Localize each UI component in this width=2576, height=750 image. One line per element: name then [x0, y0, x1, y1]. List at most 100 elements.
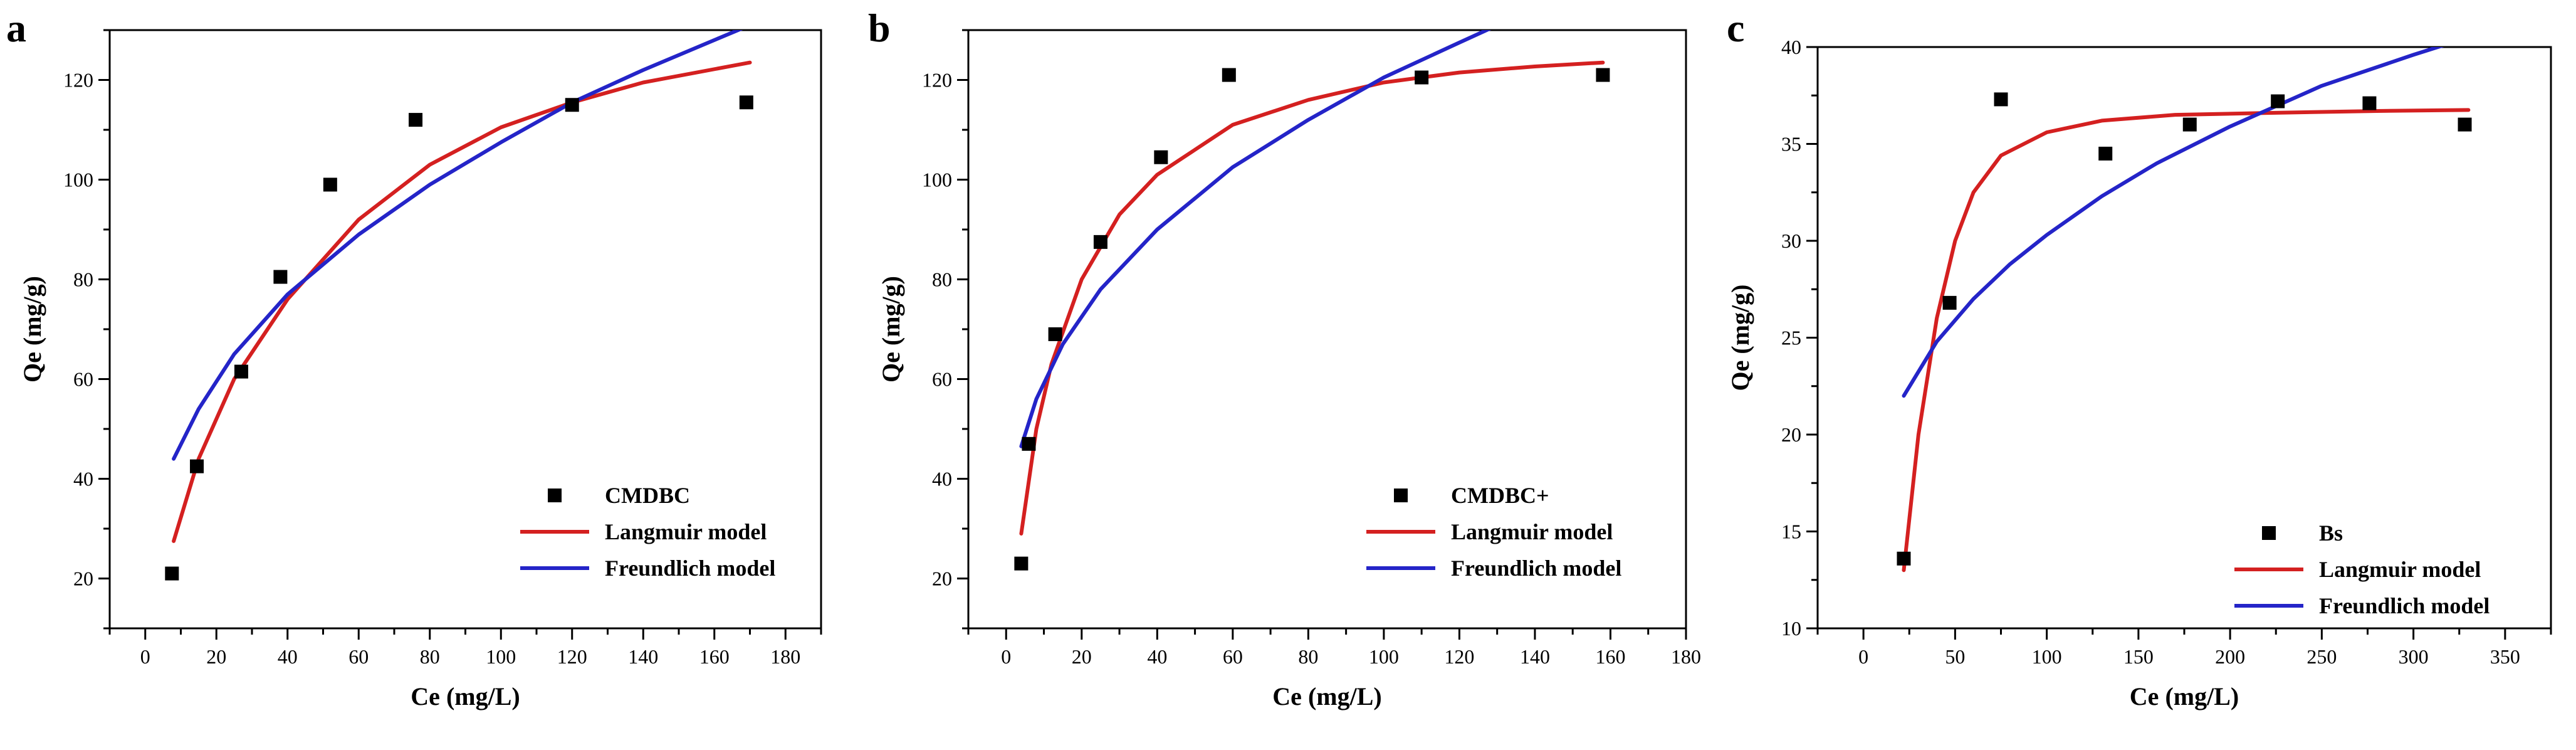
x-tick-label: 120 [557, 645, 587, 668]
plot-frame [1816, 46, 2552, 630]
legend: Bs Langmuir model Freundlich model [2234, 520, 2490, 618]
chart-panel-a: 0 20 40 60 80 100 120 140 160 180 20 40 60 80 100 120 Ce… [6, 6, 822, 710]
data-point [1897, 551, 1911, 566]
data-point [1014, 556, 1029, 571]
x-tick-label: 40 [278, 645, 298, 668]
x-tick-label: 100 [2032, 645, 2062, 668]
y-tick-label: 60 [932, 368, 952, 391]
x-tick-label: 160 [1595, 645, 1625, 668]
legend-marker-points [1394, 489, 1408, 502]
data-point [2182, 117, 2197, 132]
data-point [1048, 327, 1062, 341]
y-tick-label: 10 [1781, 617, 1801, 640]
panel-label: a [6, 6, 26, 50]
chart-panel-b: 0 20 40 60 80 100 120 140 160 180 20 40 60 80 100 120 Ce… [868, 6, 1701, 710]
legend-label: Langmuir model [605, 519, 767, 544]
legend-label: CMDBC+ [1451, 483, 1549, 508]
legend-label: Freundlich model [1451, 556, 1621, 581]
x-tick-label: 140 [1520, 645, 1550, 668]
legend-label: Langmuir model [2319, 557, 2481, 582]
x-tick-label: 250 [2306, 645, 2337, 668]
x-tick-label: 20 [206, 645, 226, 668]
y-tick-label: 120 [922, 69, 952, 92]
x-tick-label: 50 [1945, 645, 1965, 668]
y-tick-label: 80 [73, 268, 93, 291]
x-tick-label: 120 [1444, 645, 1474, 668]
data-point [1022, 436, 1036, 451]
x-axis-title: Ce (mg/L) [411, 682, 520, 710]
y-tick-label: 20 [73, 568, 93, 590]
data-point [2458, 117, 2472, 132]
legend-label: Langmuir model [1451, 519, 1613, 544]
data-point [1596, 68, 1610, 82]
data-point [1222, 68, 1236, 82]
x-tick-label: 0 [1858, 645, 1868, 668]
x-tick-label: 300 [2399, 645, 2429, 668]
x-tick-label: 150 [2123, 645, 2154, 668]
x-tick-label: 80 [1298, 645, 1318, 668]
y-tick-label: 30 [1781, 230, 1801, 252]
panel-label: b [868, 6, 891, 50]
data-point [190, 459, 204, 473]
data-point [409, 113, 423, 127]
y-tick-label: 40 [932, 468, 952, 490]
legend-label: Freundlich model [2319, 593, 2490, 618]
panel-label: c [1727, 6, 1744, 50]
y-tick-label: 100 [922, 169, 952, 191]
x-tick-label: 100 [1369, 645, 1399, 668]
x-tick-label: 200 [2215, 645, 2245, 668]
langmuir-curve [1019, 60, 1605, 536]
x-tick-label: 40 [1147, 645, 1167, 668]
chart-panel-c: 0 50 100 150 200 250 300 350 10 15 20 25 30 35 40 Ce (m… [1726, 6, 2552, 710]
y-tick-label: 20 [1781, 423, 1801, 446]
legend-label: Freundlich model [605, 556, 775, 581]
langmuir-curve [1902, 108, 2471, 573]
data-point [2271, 94, 2285, 108]
y-tick-label: 15 [1781, 520, 1801, 543]
y-tick-label: 40 [1781, 36, 1801, 58]
y-tick-label: 60 [73, 368, 93, 391]
legend-label: Bs [2319, 520, 2343, 546]
freundlich-curve [1019, 30, 1492, 448]
x-tick-label: 80 [420, 645, 440, 668]
legend-label: CMDBC [605, 483, 690, 508]
y-tick-label: 35 [1781, 133, 1801, 156]
data-point [1093, 235, 1107, 249]
langmuir-curve [172, 60, 752, 543]
x-tick-label: 140 [628, 645, 658, 668]
data-point [2098, 146, 2113, 161]
x-tick-label: 180 [1671, 645, 1701, 668]
y-axis-title: Qe (mg/g) [1726, 285, 1754, 391]
legend: CMDBC Langmuir model Freundlich model [520, 483, 775, 581]
y-tick-label: 40 [73, 468, 93, 490]
x-tick-label: 0 [1001, 645, 1011, 668]
y-axis-title: Qe (mg/g) [877, 276, 905, 383]
data-point [1415, 70, 1429, 85]
y-tick-label: 120 [63, 69, 93, 92]
x-tick-label: 100 [486, 645, 516, 668]
data-point [273, 270, 288, 284]
x-tick-label: 180 [770, 645, 800, 668]
freundlich-curve [1902, 47, 2444, 398]
data-point [565, 98, 579, 112]
legend-marker-points [548, 489, 562, 502]
legend-marker-points [2262, 526, 2276, 540]
x-tick-label: 60 [348, 645, 369, 668]
data-point [165, 566, 179, 581]
y-tick-label: 100 [63, 169, 93, 191]
x-tick-label: 60 [1223, 645, 1243, 668]
data-point [1942, 295, 1957, 310]
y-tick-label: 20 [932, 568, 952, 590]
freundlich-curve [172, 30, 743, 461]
x-tick-label: 160 [699, 645, 730, 668]
data-point [2362, 96, 2377, 110]
data-point [1154, 150, 1168, 164]
y-tick-label: 80 [932, 268, 952, 291]
x-axis-title: Ce (mg/L) [1272, 682, 1381, 710]
legend: CMDBC+ Langmuir model Freundlich model [1366, 483, 1621, 581]
y-axis-title: Qe (mg/g) [18, 276, 46, 383]
x-tick-label: 20 [1072, 645, 1092, 668]
data-point [323, 177, 337, 192]
data-point [1994, 92, 2008, 107]
